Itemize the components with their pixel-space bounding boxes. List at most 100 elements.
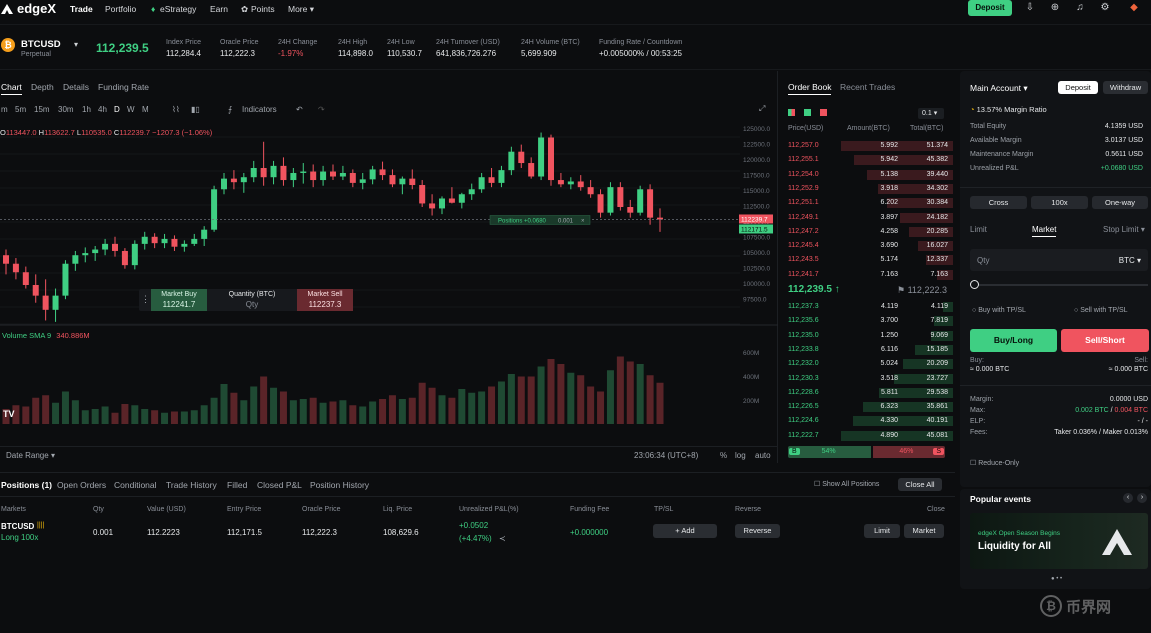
positions-tab[interactable]: Trade History	[166, 480, 217, 490]
buy-long-button[interactable]: Buy/Long	[970, 329, 1057, 352]
brand-logo[interactable]: edgeX	[0, 1, 56, 16]
ask-row[interactable]: 112,257.0 5.992 51.374	[786, 140, 953, 152]
indicators-button[interactable]: Indicators	[242, 105, 277, 114]
positions-tab[interactable]: Position History	[310, 480, 370, 490]
gear-icon[interactable]: ⚙	[1100, 2, 1110, 13]
redo-icon[interactable]: ↷	[318, 105, 325, 114]
close-market-button[interactable]: Market	[904, 524, 944, 538]
buy-tpsl-checkbox[interactable]: ○ Buy with TP/SL	[972, 307, 1026, 314]
positions-tab[interactable]: Conditional	[114, 480, 157, 490]
bid-row[interactable]: 112,222.7 4.890 45.081	[786, 430, 953, 442]
deposit-button[interactable]: Deposit	[968, 0, 1012, 16]
price-chart-canvas[interactable]: 125000.0 122500.0 120000.0 117500.0 115000.0…	[0, 119, 778, 449]
precision-select[interactable]: 0.1 ▾	[918, 108, 944, 119]
qty-unit-select[interactable]: BTC ▾	[1119, 256, 1141, 265]
tab-funding-rate[interactable]: Funding Rate	[98, 82, 150, 92]
candle-type-icon[interactable]: ▮▯	[191, 105, 200, 114]
nav-portfolio[interactable]: Portfolio	[105, 4, 137, 14]
close-position-line-icon[interactable]: ×	[581, 218, 585, 224]
download-app-icon[interactable]: ⇩	[1025, 2, 1035, 13]
ask-row[interactable]: 112,255.1 5.942 45.382	[786, 154, 953, 166]
order-type-stop-limit[interactable]: Stop Limit ▾	[1103, 225, 1145, 234]
share-icon[interactable]: ≺	[499, 534, 506, 543]
close-all-button[interactable]: Close All	[898, 478, 942, 491]
symbol-selector[interactable]: BTCUSD	[21, 39, 61, 50]
nav-trade[interactable]: Trade	[70, 4, 93, 14]
order-type-limit[interactable]: Limit	[970, 225, 987, 234]
sell-tpsl-checkbox[interactable]: ○ Sell with TP/SL	[1074, 307, 1128, 314]
tab-chart[interactable]: Chart	[1, 82, 22, 95]
market-sell-button[interactable]: Market Sell 112237.3	[297, 289, 353, 311]
indicators-icon[interactable]: ⨍	[228, 105, 233, 114]
nav-more[interactable]: More ▾	[288, 4, 314, 15]
tab-recent-trades[interactable]: Recent Trades	[840, 82, 896, 92]
nav-earn[interactable]: Earn	[210, 4, 228, 14]
timeframe-option[interactable]: m	[1, 105, 8, 114]
fullscreen-icon[interactable]: ⤢	[759, 104, 766, 113]
qty-slider[interactable]	[972, 284, 1148, 286]
withdraw-button[interactable]: Withdraw	[1103, 81, 1148, 94]
margin-mode-button[interactable]: Cross	[970, 196, 1027, 209]
ask-row[interactable]: 112,247.2 4.258 20.285	[786, 226, 953, 238]
ask-row[interactable]: 112,245.4 3.690 16.027	[786, 240, 953, 252]
bid-row[interactable]: 112,237.3 4.119 4.119	[786, 301, 953, 313]
ask-row[interactable]: 112,254.0 5.138 39.440	[786, 169, 953, 181]
timeframe-option[interactable]: 30m	[58, 105, 74, 114]
ask-row[interactable]: 112,241.7 7.163 7.163	[786, 269, 953, 281]
positions-tab[interactable]: Filled	[227, 480, 248, 490]
auto-scale-toggle[interactable]: auto	[755, 451, 771, 460]
position-market[interactable]: BTCUSD	[1, 522, 35, 531]
event-banner[interactable]: edgeX Open Season Begins Liquidity for A…	[970, 513, 1148, 569]
carousel-dots[interactable]: ● • •	[1051, 576, 1063, 582]
bid-row[interactable]: 112,230.3 3.518 23.727	[786, 373, 953, 385]
ask-row[interactable]: 112,243.5 5.174 12.337	[786, 254, 953, 266]
market-buy-button[interactable]: Market Buy 112241.7	[151, 289, 207, 311]
positions-tab[interactable]: Closed P&L	[257, 480, 302, 490]
nav-estrategy[interactable]: eStrategy	[160, 4, 197, 14]
timeframe-option[interactable]: 1h	[82, 105, 91, 114]
leverage-button[interactable]: 100x	[1031, 196, 1088, 209]
close-limit-button[interactable]: Limit	[864, 524, 900, 538]
next-event-icon[interactable]: ›	[1137, 493, 1147, 503]
timeframe-option[interactable]: M	[142, 105, 149, 114]
avatar[interactable]: ◆	[1130, 2, 1138, 13]
book-both-view-icon[interactable]	[788, 109, 795, 116]
date-range-selector[interactable]: Date Range ▾	[6, 451, 55, 460]
positions-tab[interactable]: Positions (1)	[1, 480, 53, 490]
qty-input[interactable]: Qty BTC ▾	[970, 249, 1148, 271]
account-selector[interactable]: Main Account ▾	[970, 83, 1028, 94]
reduce-only-checkbox[interactable]: ☐ Reduce-Only	[970, 459, 1019, 467]
timeframe-option[interactable]: 15m	[34, 105, 50, 114]
position-mode-button[interactable]: One-way	[1092, 196, 1148, 209]
timeframe-option[interactable]: D	[114, 105, 120, 114]
log-scale-toggle[interactable]: log	[735, 451, 746, 460]
line-chart-icon[interactable]: ⌇⌇	[172, 105, 180, 114]
book-asks-view-icon[interactable]	[820, 109, 827, 116]
drag-handle-icon[interactable]: ⋮⋮	[141, 294, 159, 304]
tab-order-book[interactable]: Order Book	[788, 82, 832, 95]
bid-row[interactable]: 112,226.5 6.323 35.861	[786, 401, 953, 413]
ask-row[interactable]: 112,249.1 3.897 24.182	[786, 212, 953, 224]
percent-scale-toggle[interactable]: %	[720, 451, 728, 460]
position-line-label[interactable]: Positions +0.0680 0.001 ×	[489, 215, 591, 225]
bid-row[interactable]: 112,235.6 3.700 7.819	[786, 315, 953, 327]
timeframe-option[interactable]: 5m	[15, 105, 27, 114]
timeframe-option[interactable]: W	[127, 105, 135, 114]
order-type-market[interactable]: Market	[1032, 225, 1057, 237]
prev-event-icon[interactable]: ‹	[1123, 493, 1133, 503]
tab-depth[interactable]: Depth	[31, 82, 54, 92]
nav-points[interactable]: Points	[251, 4, 275, 14]
bid-row[interactable]: 112,224.6 4.330 40.191	[786, 415, 953, 427]
account-deposit-button[interactable]: Deposit	[1058, 81, 1098, 94]
bid-row[interactable]: 112,232.0 5.024 20.209	[786, 358, 953, 370]
ask-row[interactable]: 112,252.9 3.918 34.302	[786, 183, 953, 195]
quick-qty-field[interactable]: Quantity (BTC) Qty	[209, 289, 295, 311]
slider-handle[interactable]	[970, 280, 979, 289]
bid-row[interactable]: 112,233.8 6.116 15.185	[786, 344, 953, 356]
reverse-button[interactable]: Reverse	[735, 524, 780, 538]
globe-icon[interactable]: ⊕	[1050, 2, 1060, 13]
undo-icon[interactable]: ↶	[296, 105, 303, 114]
book-bids-view-icon[interactable]	[804, 109, 811, 116]
ask-row[interactable]: 112,251.1 6.202 30.384	[786, 197, 953, 209]
add-tpsl-button[interactable]: + Add	[653, 524, 717, 538]
